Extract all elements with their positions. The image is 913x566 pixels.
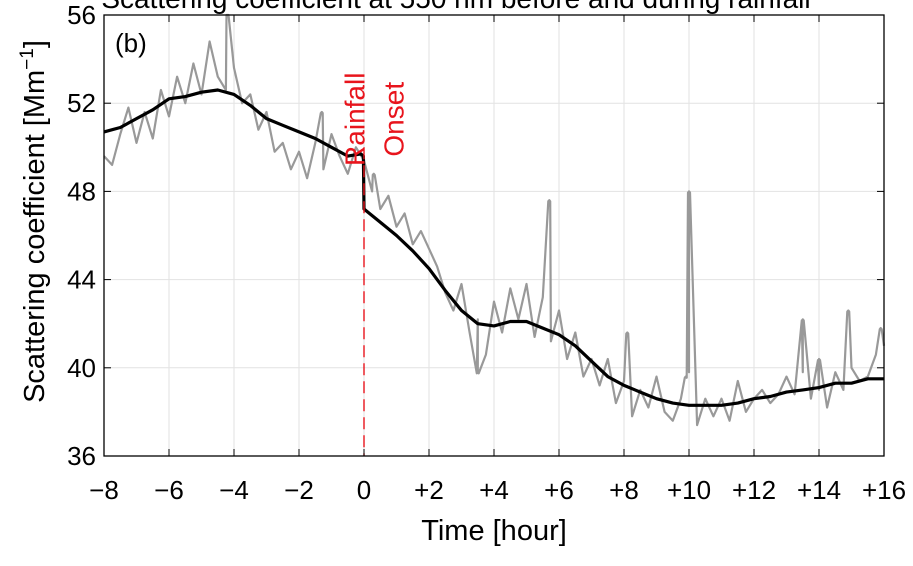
x-tick-label: +8	[609, 475, 639, 505]
annotation-rainfall: Rainfall	[339, 73, 370, 166]
raw-series-line	[103, 13, 886, 427]
x-tick-label: +10	[667, 475, 711, 505]
x-tick-label: −4	[219, 475, 249, 505]
y-tick-label: 52	[67, 88, 96, 118]
x-tick-label: +2	[414, 475, 444, 505]
x-axis-label: Time [hour]	[421, 515, 567, 547]
y-tick-label: 56	[67, 0, 96, 30]
x-tick-label: −2	[284, 475, 314, 505]
series-layer	[103, 13, 886, 427]
x-tick-label: +6	[544, 475, 574, 505]
x-tick-label: +12	[732, 475, 776, 505]
text-layer: −8 −6 −4 −2 0 +2 +4 +6 +8 +10 +12 +14 +16 36 40 44 48 52 5…	[17, 0, 906, 547]
smoothed-series-line	[103, 88, 884, 407]
x-tick-label: +14	[797, 475, 841, 505]
x-tick-label: −8	[89, 475, 119, 505]
x-tick-label: +16	[862, 475, 906, 505]
x-tick-label: +4	[479, 475, 509, 505]
x-tick-label: −6	[154, 475, 184, 505]
axes-layer	[103, 14, 885, 457]
y-tick-label: 36	[67, 441, 96, 471]
panel-label: (b)	[115, 28, 147, 58]
y-tick-label: 40	[67, 353, 96, 383]
annotation-onset: Onset	[378, 82, 409, 157]
chart-title: Scattering coefficient at 550 nm before …	[101, 0, 810, 14]
x-tick-label: 0	[357, 475, 371, 505]
y-axis-label: Scattering coefficient [Mm−1]	[17, 40, 51, 403]
y-tick-label: 48	[67, 176, 96, 206]
y-tick-label: 44	[67, 265, 96, 295]
